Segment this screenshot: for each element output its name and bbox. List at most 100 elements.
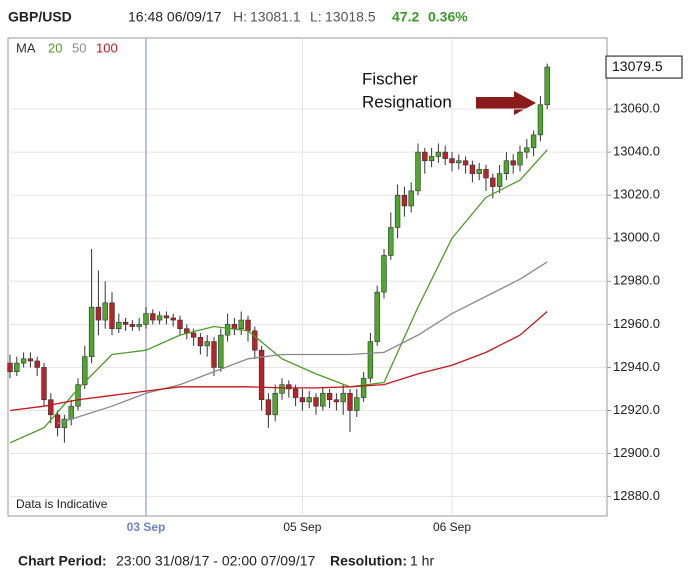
legend-entry: 20 xyxy=(48,40,62,55)
candle-body xyxy=(292,388,299,398)
candle-body xyxy=(218,334,224,368)
symbol: GBP/USD xyxy=(8,9,72,25)
y-tick-label: 13040.0 xyxy=(613,144,660,159)
x-tick-label: 05 Sep xyxy=(283,520,321,534)
y-tick-label: 12940.0 xyxy=(613,359,660,374)
candle-body xyxy=(483,169,489,179)
time: 16:48 06/09/17 xyxy=(128,9,222,25)
ma-line xyxy=(57,261,548,425)
candle-body xyxy=(333,399,340,403)
y-tick-label: 12980.0 xyxy=(613,273,660,288)
candle-body xyxy=(544,66,550,106)
candle-body xyxy=(150,313,156,321)
plot-frame xyxy=(7,37,608,517)
candle-body xyxy=(442,151,448,159)
candle-body xyxy=(41,367,47,401)
candle-body xyxy=(469,164,476,174)
period: 23:00 31/08/17 - 02:00 07/09/17 xyxy=(116,553,315,569)
change: 47.2 xyxy=(392,9,419,25)
high-label: H: xyxy=(233,9,247,25)
candle-body xyxy=(109,302,115,329)
candle-body xyxy=(306,397,312,403)
candle-body xyxy=(122,321,129,325)
legend-entry: 100 xyxy=(96,40,118,55)
candle-body xyxy=(204,341,210,347)
ma-line xyxy=(9,310,548,412)
candle-body xyxy=(7,362,13,373)
candle-body xyxy=(360,377,367,398)
candle-body xyxy=(326,392,333,401)
candle-body xyxy=(272,392,278,416)
annotation: Fischer xyxy=(362,69,418,88)
candle-body xyxy=(238,319,244,329)
resolution-label: Resolution: xyxy=(330,553,407,569)
candle-body xyxy=(435,151,442,157)
candle-body xyxy=(48,399,54,416)
candle-body xyxy=(524,147,530,153)
candle-body xyxy=(496,173,503,187)
candle-body xyxy=(27,358,34,362)
candle-body xyxy=(252,330,258,351)
candle-body xyxy=(136,324,142,327)
y-tick-label: 13000.0 xyxy=(613,230,660,245)
candle-body xyxy=(422,151,428,162)
candle-body xyxy=(428,156,435,162)
high: 13081.1 xyxy=(250,9,301,25)
candle-body xyxy=(462,160,469,166)
candle-body xyxy=(401,194,408,207)
candle-body xyxy=(20,358,27,364)
candle-body xyxy=(14,362,20,373)
candle-body xyxy=(347,392,353,411)
candle-body xyxy=(68,405,74,420)
candle-body xyxy=(211,341,217,368)
legend-title: MA xyxy=(16,40,36,55)
period-label: Chart Period: xyxy=(18,553,107,569)
candle-body xyxy=(245,319,251,332)
candle-body xyxy=(456,160,462,164)
candle-body xyxy=(476,169,482,174)
candle-body xyxy=(129,324,136,327)
low-label: L: xyxy=(310,9,322,25)
candle-body xyxy=(517,151,523,166)
candle-body xyxy=(354,397,360,411)
candle-body xyxy=(116,321,122,329)
last-price: 13079.5 xyxy=(612,58,663,74)
note: Data is Indicative xyxy=(16,497,108,511)
candle-body xyxy=(313,397,319,407)
candle-body xyxy=(197,336,204,347)
candle-body xyxy=(408,190,414,207)
candle-body xyxy=(95,306,102,321)
candle-body xyxy=(510,160,516,166)
candle-body xyxy=(34,360,40,368)
candle-body xyxy=(190,332,197,338)
change-pct: 0.36% xyxy=(428,9,468,25)
candle-body xyxy=(449,158,455,164)
y-tick-label: 12880.0 xyxy=(613,488,660,503)
candle-body xyxy=(394,194,401,228)
candle-body xyxy=(102,302,108,321)
candle-body xyxy=(415,151,421,192)
candle-body xyxy=(340,392,346,403)
annotation-arrow xyxy=(476,91,536,115)
low: 13018.5 xyxy=(325,9,376,25)
candle-body xyxy=(299,397,306,403)
candle-body xyxy=(231,324,238,329)
y-tick-label: 12960.0 xyxy=(613,316,660,331)
candle-body xyxy=(503,160,510,174)
y-tick-label: 13020.0 xyxy=(613,187,660,202)
candle-body xyxy=(177,319,183,329)
annotation: Resignation xyxy=(362,92,452,111)
candle-body xyxy=(279,384,285,394)
x-tick-label: 03 Sep xyxy=(127,520,166,534)
candle-body xyxy=(75,384,81,407)
candle-body xyxy=(381,255,387,293)
resolution: 1 hr xyxy=(410,553,434,569)
candle-body xyxy=(54,414,61,429)
candle-body xyxy=(163,315,170,319)
y-tick-label: 12900.0 xyxy=(613,445,660,460)
candle-body xyxy=(61,418,68,429)
y-tick-label: 12920.0 xyxy=(613,402,660,417)
candle-body xyxy=(82,356,88,385)
